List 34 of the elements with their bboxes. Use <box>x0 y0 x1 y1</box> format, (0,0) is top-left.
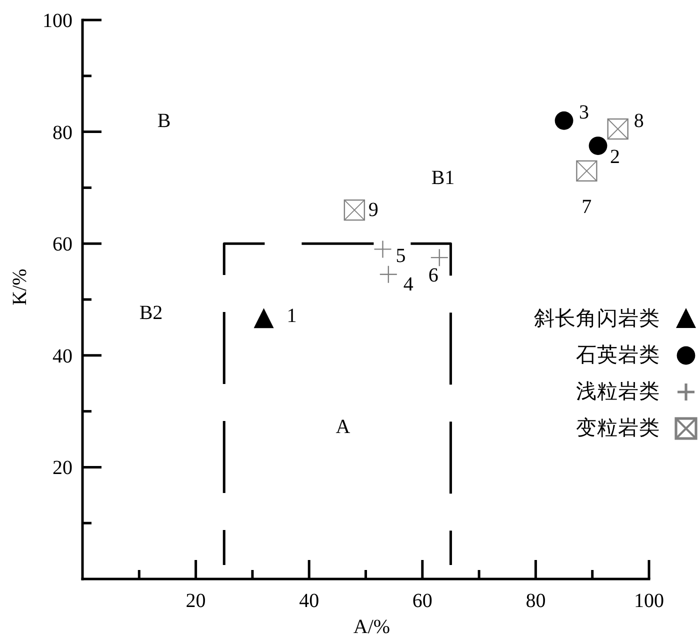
point <box>379 265 398 284</box>
y-tick-label: 80 <box>52 122 72 144</box>
y-tick-label: 20 <box>52 457 72 480</box>
legend-label: 浅粒岩类 <box>576 380 660 403</box>
annotation: 4 <box>403 273 414 296</box>
x-tick-label: 100 <box>634 590 664 612</box>
point <box>588 136 608 155</box>
x-tick-label: 80 <box>526 590 546 612</box>
annotation: A <box>336 416 351 438</box>
annotation: 2 <box>610 146 620 168</box>
point <box>374 240 392 258</box>
point <box>430 248 448 267</box>
x-tick-label: 40 <box>299 590 320 612</box>
y-tick-label: 40 <box>52 345 72 368</box>
legend-label: 斜长角闪岩类 <box>534 307 660 330</box>
x-tick-label: 60 <box>412 590 432 612</box>
annotation: 8 <box>634 110 644 132</box>
legend-label: 石英岩类 <box>576 344 660 366</box>
legend-label: 变粒岩类 <box>576 416 660 440</box>
y-tick-label: 60 <box>52 234 72 256</box>
annotation: B2 <box>139 302 163 324</box>
annotation: B1 <box>431 167 455 189</box>
annotation: 3 <box>579 102 590 124</box>
x-axis-title: A/% <box>353 616 390 638</box>
y-axis-title: K/% <box>9 268 31 306</box>
annotation: 1 <box>286 305 297 328</box>
annotation: 9 <box>368 199 378 222</box>
annotation: 7 <box>582 196 592 218</box>
annotation: 6 <box>428 264 438 287</box>
x-tick-label: 20 <box>186 590 206 612</box>
annotation: 5 <box>396 245 406 268</box>
y-tick-label: 100 <box>42 10 72 32</box>
point <box>554 111 574 130</box>
annotation: B <box>157 110 171 132</box>
